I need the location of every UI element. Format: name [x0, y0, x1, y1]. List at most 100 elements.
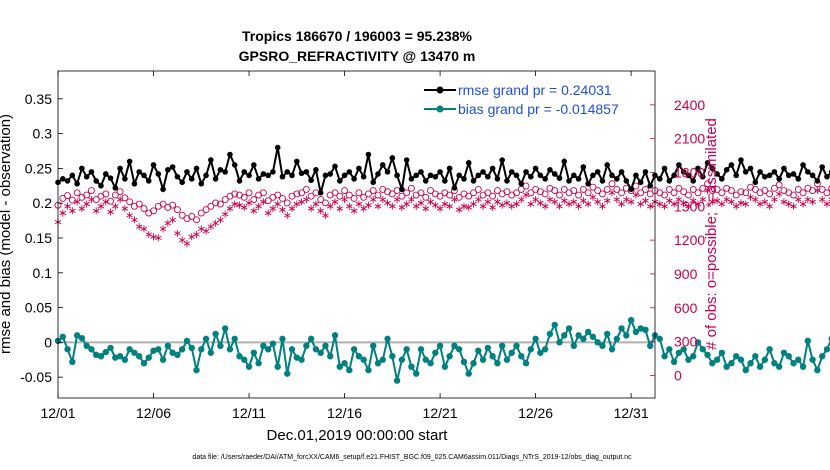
obs-assimilated-point — [818, 196, 826, 204]
obs-assimilated-point — [809, 198, 816, 206]
bias-point — [274, 363, 281, 370]
rmse-point — [117, 165, 123, 172]
rmse-point — [83, 173, 90, 180]
obs-assimilated-point — [398, 203, 406, 211]
obs-assimilated-point — [541, 202, 549, 210]
obs-assimilated-point — [742, 200, 750, 208]
obs-assimilated-point — [780, 198, 788, 206]
obs-possible-point — [541, 190, 549, 198]
bias-point — [670, 358, 678, 366]
obs-possible-point — [274, 191, 282, 199]
obs-assimilated-point — [78, 205, 86, 213]
rmse-point — [785, 172, 792, 179]
obs-possible-point — [618, 189, 626, 197]
obs-assimilated-point — [723, 196, 730, 204]
bias-point — [293, 354, 300, 361]
obs-assimilated-point — [694, 200, 702, 208]
obs-possible-point — [68, 196, 76, 204]
obs-possible-point — [140, 205, 148, 213]
bias-point — [623, 332, 630, 339]
plot-area — [58, 71, 655, 398]
obs-possible-point — [470, 189, 477, 197]
obs-assimilated-point — [245, 199, 253, 207]
rmse-point — [685, 172, 692, 179]
rmse-point — [528, 173, 534, 180]
bias-point — [685, 356, 692, 363]
obs-assimilated-point — [303, 196, 310, 204]
obs-assimilated-point — [231, 200, 238, 208]
obs-assimilated-point — [307, 205, 315, 213]
bias-point — [370, 342, 377, 350]
obs-possible-point — [193, 216, 200, 224]
obs-assimilated-point — [408, 196, 415, 204]
obs-assimilated-point — [73, 198, 81, 206]
rmse-point — [289, 172, 295, 179]
rmse-point — [805, 169, 811, 175]
obs-assimilated-point — [384, 199, 391, 207]
obs-possible-point — [159, 200, 167, 208]
obs-assimilated-point — [121, 205, 129, 213]
rmse-point — [403, 157, 410, 163]
legend-rmse-label: rmse grand pr = 0.24031 — [458, 82, 612, 98]
bias-point — [675, 349, 683, 356]
rmse-point — [709, 165, 716, 172]
rmse-point — [752, 179, 759, 186]
rmse-point — [227, 151, 233, 158]
rmse-point — [198, 180, 205, 187]
rmse-point — [547, 166, 553, 173]
rmse-point — [489, 165, 496, 172]
rmse-point — [456, 172, 462, 179]
bias-point — [470, 360, 477, 367]
bias-point — [169, 349, 176, 356]
bias-point — [570, 342, 578, 350]
obs-possible-point — [298, 189, 306, 197]
bias-point — [126, 346, 133, 353]
bias-point — [451, 342, 458, 350]
bias-point — [537, 349, 544, 356]
obs-assimilated-point — [355, 200, 363, 208]
rmse-point — [633, 172, 639, 179]
obs-assimilated-point — [613, 196, 621, 204]
bias-point — [723, 363, 730, 370]
bias-point — [460, 358, 468, 366]
bias-point — [221, 325, 229, 332]
bias-point — [604, 330, 611, 338]
obs-assimilated-point — [212, 219, 219, 227]
rmse-point — [408, 176, 415, 182]
obs-assimilated-point — [685, 202, 692, 210]
obs-assimilated-point — [64, 202, 71, 210]
obs-possible-point — [809, 187, 817, 194]
obs-possible-point — [637, 189, 645, 197]
obs-possible-point — [761, 187, 769, 194]
rmse-point — [370, 179, 377, 186]
bias-point — [408, 363, 415, 370]
obs-assimilated-point — [489, 203, 496, 211]
rmse-point — [480, 169, 486, 175]
obs-assimilated-point — [346, 202, 353, 210]
bias-point — [202, 335, 210, 343]
y-left-tick-label: 0.15 — [25, 230, 52, 246]
bias-point — [498, 342, 506, 350]
obs-assimilated-point — [570, 198, 578, 206]
obs-assimilated-point — [752, 196, 759, 204]
obs-assimilated-point — [83, 200, 90, 208]
rmse-point — [442, 178, 448, 184]
bias-point — [713, 356, 721, 363]
obs-possible-point — [279, 194, 286, 202]
bias-point — [226, 346, 234, 353]
rmse-point — [188, 176, 195, 182]
obs-assimilated-point — [193, 231, 200, 238]
bias-point — [661, 353, 668, 360]
bias-point — [532, 335, 539, 343]
rmse-point — [317, 189, 324, 196]
rmse-point — [98, 182, 104, 189]
bias-point — [102, 348, 109, 356]
bias-point — [551, 321, 558, 329]
obs-assimilated-point — [240, 203, 248, 211]
bias-point — [250, 349, 258, 356]
obs-assimilated-point — [618, 200, 625, 208]
bias-point — [704, 351, 711, 359]
obs-assimilated-point — [88, 196, 95, 204]
obs-assimilated-point — [92, 207, 100, 215]
rmse-point — [800, 162, 806, 168]
